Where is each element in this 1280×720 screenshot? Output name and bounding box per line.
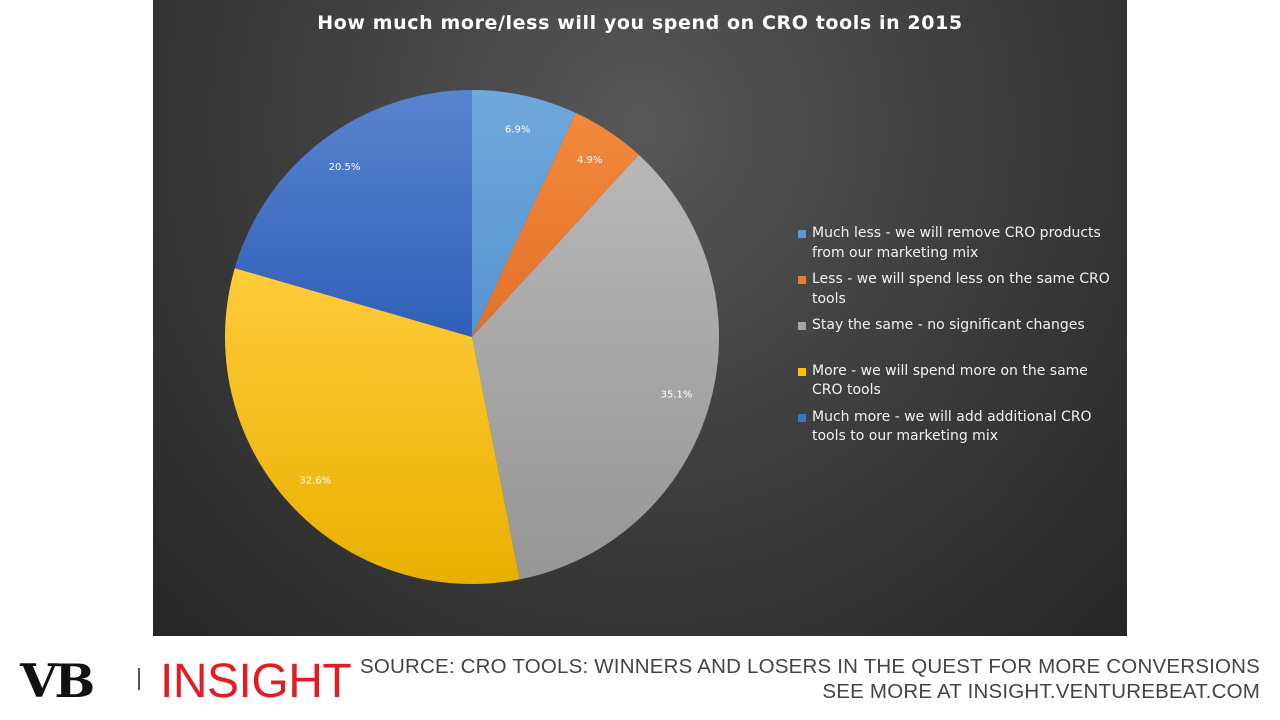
- data-label-much-less: 6.9%: [505, 125, 530, 136]
- legend-swatch: [798, 367, 806, 376]
- pie-slice-more: [225, 268, 520, 585]
- logo-vb: VB: [20, 654, 95, 708]
- source-line: SOURCE: CRO TOOLS: WINNERS AND LOSERS IN…: [359, 655, 1260, 678]
- footer-source: SOURCE: CRO TOOLS: WINNERS AND LOSERS IN…: [360, 654, 1260, 704]
- see-more-line: SEE MORE AT INSIGHT.VENTUREBEAT.COM: [822, 680, 1260, 703]
- legend-item-stay-same: Stay the same - no significant changes: [798, 316, 1118, 336]
- chart-panel: How much more/less will you spend on CRO…: [153, 0, 1127, 636]
- data-label-much-more: 20.5%: [329, 162, 361, 173]
- legend-swatch: [798, 413, 806, 422]
- pie-slice-much-less: [472, 90, 576, 337]
- logo-insight: INSIGHT: [160, 655, 352, 708]
- legend-label: Less - we will spend less on the same CR…: [812, 271, 1110, 307]
- legend: Much less - we will remove CRO products …: [798, 224, 1118, 454]
- legend-swatch: [798, 322, 806, 330]
- legend-item-less: Less - we will spend less on the same CR…: [798, 270, 1118, 309]
- legend-item-much-more: Much more - we will add additional CRO t…: [798, 408, 1118, 447]
- legend-swatch: [798, 230, 806, 238]
- chart-title: How much more/less will you spend on CRO…: [317, 12, 963, 34]
- logo-divider: [138, 668, 140, 690]
- data-label-less: 4.9%: [577, 155, 602, 166]
- pie-slice-stay-same: [472, 154, 720, 580]
- legend-swatch: [798, 276, 806, 284]
- legend-label: More - we will spend more on the same CR…: [812, 362, 1088, 399]
- pie-slice-much-more: [234, 90, 472, 337]
- data-label-stay-same: 35.1%: [661, 389, 693, 400]
- legend-label: Much more - we will add additional CRO t…: [812, 408, 1092, 445]
- vb-insight-logo: VB INSIGHT: [20, 650, 360, 710]
- data-label-more: 32.6%: [299, 476, 331, 487]
- legend-item-more: More - we will spend more on the same CR…: [798, 362, 1118, 401]
- pie-chart: 6.9% 4.9% 35.1% 32.6% 20.5%: [225, 90, 720, 585]
- legend-label: Much less - we will remove CRO products …: [812, 225, 1101, 261]
- legend-label: Stay the same - no significant changes: [812, 317, 1085, 333]
- pie-slice-less: [472, 112, 639, 337]
- legend-item-much-less: Much less - we will remove CRO products …: [798, 224, 1118, 263]
